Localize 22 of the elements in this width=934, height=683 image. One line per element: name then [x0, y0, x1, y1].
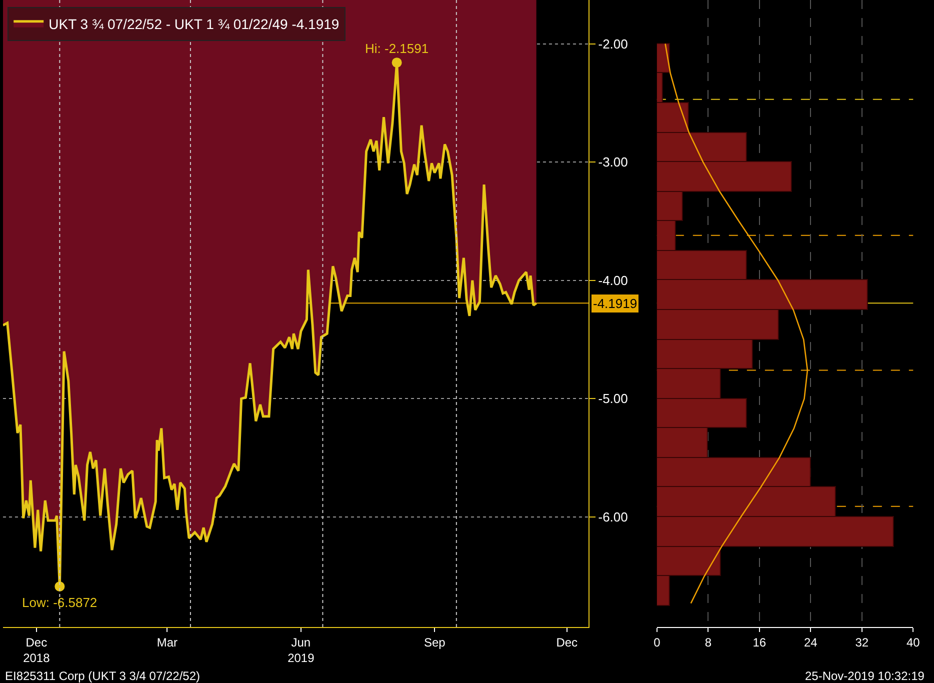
x-tick-label: Mar [156, 635, 178, 650]
x-tick-label: Jun 2019 [288, 635, 315, 665]
x-tick-label: Dec [556, 635, 578, 650]
text: EI825311 Corp (UKT 3 3/4 07/22/52) [5, 669, 200, 683]
legend-label: UKT 3 ¾ 07/22/52 - UKT 1 ¾ 01/22/49 -4.1919 [48, 16, 340, 32]
y-tick-label: -2.00 [598, 36, 628, 52]
x-tick-label: 32 [855, 635, 869, 650]
x-tick-label: 0 [654, 635, 661, 650]
y-tick-label: -4.00 [598, 272, 628, 288]
text: 25-Nov-2019 10:32:19 [805, 669, 925, 683]
x-tick-label: 16 [752, 635, 766, 650]
x-tick-label: Dec 2018 [23, 635, 50, 665]
x-tick-label: Sep [424, 635, 446, 650]
y-tick-label: -5.00 [598, 391, 628, 406]
y-tick-label: -3.00 [598, 154, 628, 170]
x-tick-label: 24 [804, 635, 818, 650]
x-tick-label: 40 [906, 635, 920, 650]
annotation: Low: -6.5872 [22, 595, 98, 610]
annotation: Hi: -2.1591 [365, 41, 429, 56]
y-tick-label: -6.00 [598, 510, 628, 525]
ref-line-label: -4.1919 [593, 296, 638, 311]
x-tick-label: 8 [704, 635, 712, 650]
